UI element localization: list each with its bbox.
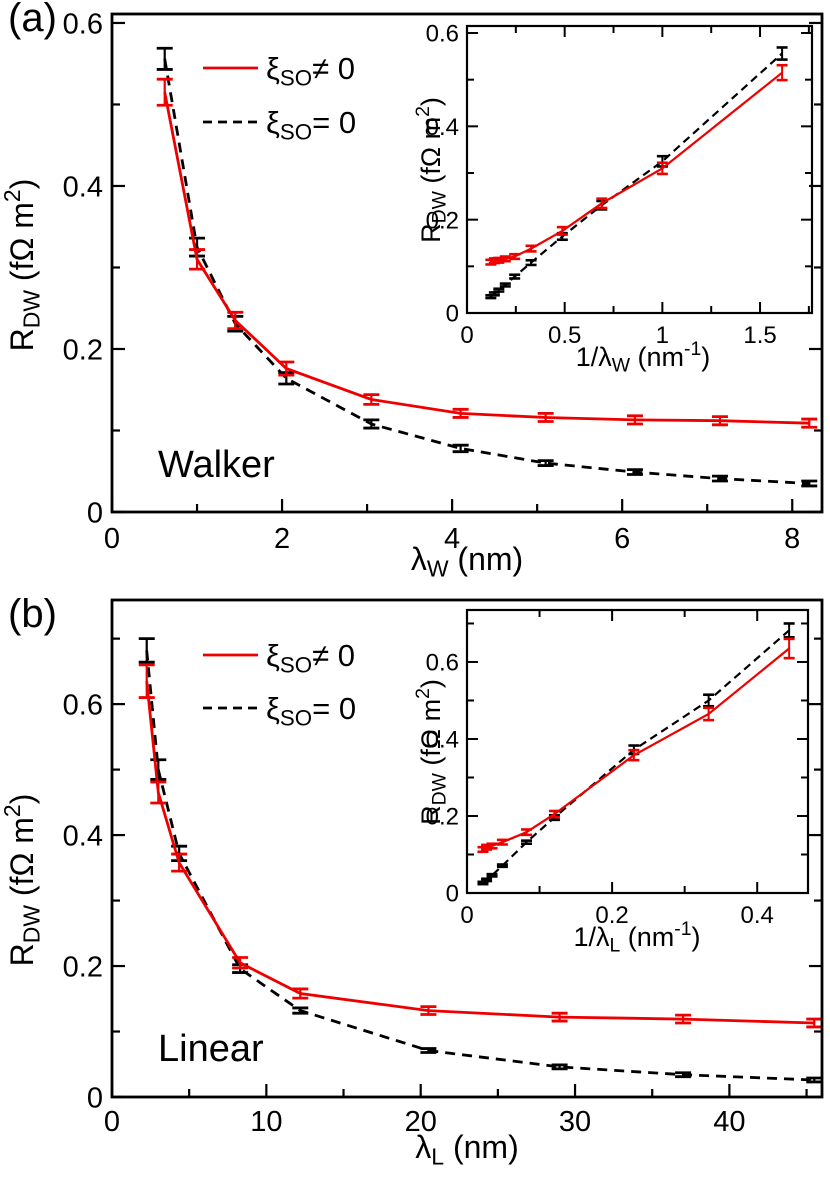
panel-b-letter: (b) — [8, 592, 57, 636]
x-tick-label: 8 — [784, 523, 800, 555]
y-tick-label: 0.4 — [426, 114, 459, 141]
series-xi-zero — [485, 46, 788, 300]
y-tick-label: 0.2 — [63, 951, 103, 983]
y-tick-label: 0.6 — [426, 21, 459, 48]
x-tick-label: 2 — [274, 523, 290, 555]
plot-frame — [465, 24, 814, 315]
legend-label: ξSO= 0 — [266, 691, 356, 730]
x-axis-label: 1/λL (nm-1) — [573, 918, 700, 956]
tick-labels: 0 0.2 0.4 0 0.2 0.4 0.6 — [426, 650, 774, 929]
y-tick-label: 0.2 — [426, 804, 459, 831]
x-tick-label: 4 — [444, 523, 460, 555]
x-tick-label: 1.5 — [743, 322, 776, 349]
series-xi-nonzero — [485, 63, 788, 266]
x-tick-label: 40 — [713, 1106, 745, 1138]
y-tick-label: 0 — [87, 497, 103, 529]
tick-labels: 0 2 4 6 8 0 0.2 0.4 0.6 — [63, 8, 801, 555]
y-axis-label: RDW (fΩ m2) — [0, 794, 44, 967]
y-tick-label: 0.6 — [426, 650, 459, 677]
tick-labels: 0 10 20 30 40 0 0.2 0.4 0.6 — [63, 690, 746, 1138]
x-tick-label: 0 — [460, 902, 473, 929]
x-tick-label: 0.4 — [741, 902, 774, 929]
y-tick-label: 0.6 — [63, 8, 103, 40]
legend: ξSO≠ 0 ξSO= 0 — [203, 638, 356, 730]
y-tick-label: 0 — [87, 1082, 103, 1114]
panel-b-charts: 0 10 20 30 40 0 0.2 0.4 0.6 λL (nm) RDW (fΩ m2) ξSO… — [0, 598, 824, 1169]
y-tick-label: 0.4 — [63, 821, 103, 853]
series-line — [490, 71, 783, 264]
x-axis-label: λL (nm) — [415, 1129, 518, 1169]
x-tick-label: 0 — [104, 523, 120, 555]
chart-panel-b-inset: 0 0.2 0.4 0 0.2 0.4 0.6 1/λL (nm-1) RDW (fΩ m2) — [412, 608, 810, 956]
chart-panel-b-main: 0 10 20 30 40 0 0.2 0.4 0.6 λL (nm) RDW (fΩ m2) ξSO… — [0, 598, 824, 1169]
legend: ξSO≠ 0 ξSO= 0 — [203, 51, 356, 144]
y-axis-label: RDW (fΩ m2) — [412, 679, 450, 825]
panel-a-letter: (a) — [8, 0, 57, 40]
series-line — [145, 650, 815, 1082]
series-line — [163, 58, 810, 485]
annotation-label: Walker — [158, 444, 275, 486]
x-tick-label: 20 — [405, 1106, 437, 1138]
legend-label: ξSO≠ 0 — [266, 51, 355, 90]
series-xi-nonzero — [156, 77, 818, 429]
x-axis-label: λW (nm) — [411, 541, 523, 580]
x-tick-label: 0 — [104, 1106, 120, 1138]
chart-panel-a-main: 0 2 4 6 800.20.40.6λW (nm)RDW (fΩ m2)ξSO≠ 0ξ… — [0, 8, 824, 580]
series-xi-nonzero — [477, 637, 795, 854]
annotation-label: Linear — [158, 1028, 264, 1070]
series-line — [163, 91, 810, 425]
axis-ticks — [466, 26, 812, 314]
plot-frame — [110, 598, 824, 1099]
y-tick-label: 0.4 — [426, 727, 459, 754]
y-axis-label: RDW (fΩ m2) — [0, 179, 44, 352]
x-tick-label: 0 — [460, 322, 473, 349]
y-tick-label: 0 — [446, 881, 459, 908]
plot-frame — [465, 608, 810, 895]
y-tick-label: 0.4 — [63, 171, 103, 203]
tick-labels: 0 0.5 1 1.5 0 0.2 0.4 0.6 — [426, 21, 777, 349]
legend-label: ξSO≠ 0 — [266, 638, 355, 677]
x-tick-label: 6 — [614, 523, 630, 555]
series-line — [482, 629, 790, 884]
y-tick-label: 0 — [446, 301, 459, 328]
x-tick-label: 1 — [656, 322, 669, 349]
x-axis-label: 1/λW (nm-1) — [576, 338, 711, 376]
y-tick-label: 0.6 — [63, 690, 103, 722]
y-tick-label: 0.2 — [426, 207, 459, 234]
axis-ticks — [466, 610, 808, 894]
panel-a-charts: 0 2 4 6 800.20.40.6λW (nm)RDW (fΩ m2)ξSO≠ 0ξ… — [0, 8, 824, 580]
plot-frame — [110, 12, 824, 514]
series-xi-nonzero — [138, 663, 823, 1029]
x-tick-label: 10 — [250, 1106, 282, 1138]
chart-panel-a-inset: 0 0.5 1 1.5 0 0.2 0.4 0.6 1/λW (nm-1) RDW (fΩ m2) — [412, 21, 814, 376]
x-tick-label: 0.5 — [548, 322, 581, 349]
legend-label: ξSO= 0 — [266, 105, 356, 144]
y-tick-label: 0.2 — [63, 334, 103, 366]
x-tick-label: 0.2 — [595, 902, 628, 929]
series-xi-zero — [156, 46, 818, 488]
panel-b: 0 10 20 30 40 0 0.2 0.4 0.6 λL (nm) RDW (fΩ m2) ξSO… — [0, 580, 830, 1179]
x-tick-label: 30 — [559, 1106, 591, 1138]
y-axis-label: RDW (fΩ m2) — [412, 97, 450, 243]
